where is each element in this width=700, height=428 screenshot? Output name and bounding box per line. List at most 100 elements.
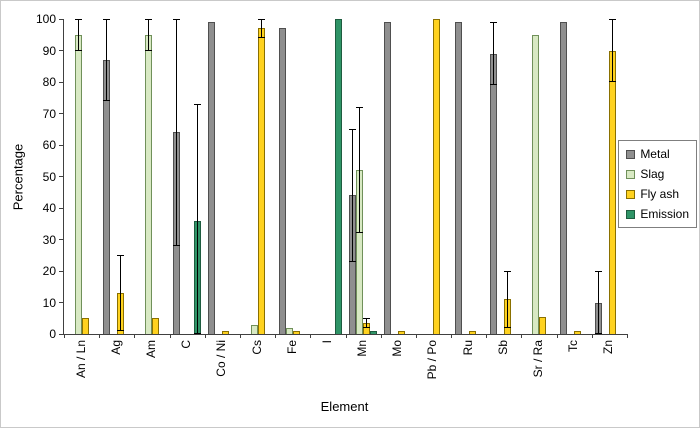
bar-slot xyxy=(321,19,328,334)
bar-slot xyxy=(595,19,603,334)
x-tick-cell: Pb / Po xyxy=(415,340,450,379)
bar-metal xyxy=(102,59,110,334)
x-tick-label: I xyxy=(319,340,334,344)
x-tick-labels: An / Ln Ag Am C Co / Ni Cs Fe I Mn Mo Pb / Po Ru Sb S… xyxy=(63,340,626,379)
bar-slot xyxy=(503,19,511,334)
bar-group xyxy=(416,19,451,334)
y-tick-label: 40 xyxy=(42,201,56,215)
error-bar xyxy=(356,107,364,234)
bar-group xyxy=(170,19,205,334)
bar-fly-ash xyxy=(539,316,547,334)
bar-group xyxy=(486,19,521,334)
error-bar-line xyxy=(492,22,494,86)
x-tick xyxy=(591,334,593,338)
error-bar-cap xyxy=(257,36,265,38)
legend-item: Emission xyxy=(626,207,689,221)
bar-slag xyxy=(285,327,293,334)
y-tick xyxy=(59,18,63,20)
error-bar-line xyxy=(119,255,121,331)
bar-slag xyxy=(144,34,152,334)
bar-slot xyxy=(300,19,307,334)
x-tick-label: Zn xyxy=(601,340,616,355)
bar-slot xyxy=(539,19,547,334)
bar-fly-ash xyxy=(222,330,230,334)
x-tick xyxy=(486,334,488,338)
error-bar-line xyxy=(359,107,361,234)
fly-ash-swatch xyxy=(626,189,636,199)
y-tick xyxy=(59,333,63,335)
error-bar-line xyxy=(598,271,600,334)
y-tick xyxy=(59,176,63,177)
bar-group xyxy=(205,19,240,334)
error-bar xyxy=(74,19,82,51)
x-tick xyxy=(169,334,171,338)
bar-slot xyxy=(222,19,230,334)
bar-slot xyxy=(334,19,342,334)
y-tick xyxy=(59,207,63,209)
bar-slot xyxy=(511,19,518,334)
x-tick-label: Co / Ni xyxy=(214,340,229,377)
bar-slot xyxy=(419,19,426,334)
error-bar xyxy=(503,271,511,328)
x-tick-cell: Mo xyxy=(380,340,415,357)
plot-groups xyxy=(64,19,627,334)
y-tick xyxy=(59,81,63,83)
x-tick xyxy=(521,334,523,338)
error-bar-cap xyxy=(349,260,357,262)
x-tick-label: Ag xyxy=(108,340,123,355)
x-tick-cell: Cs xyxy=(239,340,274,355)
x-tick-cell: An / Ln xyxy=(63,340,98,378)
bar-slot xyxy=(356,19,364,334)
bar-slot xyxy=(244,19,251,334)
y-tick-label: 10 xyxy=(42,295,56,310)
bar-slot xyxy=(265,19,272,334)
error-bar-cap xyxy=(363,326,371,328)
x-tick-cell: Mn xyxy=(345,340,380,357)
bar-slot xyxy=(398,19,406,334)
bar-slot xyxy=(208,19,216,334)
bar-slot xyxy=(194,19,202,334)
bar-slag xyxy=(74,34,82,334)
bar-slot xyxy=(68,19,75,334)
bar-slot xyxy=(180,19,187,334)
y-tick xyxy=(59,302,63,303)
error-bar xyxy=(257,19,265,38)
x-tick-label: C xyxy=(179,340,194,349)
bar-group xyxy=(557,19,592,334)
legend-item: Metal xyxy=(626,147,689,161)
x-tick-cell: Sr / Ra xyxy=(520,340,555,377)
error-bar xyxy=(349,129,357,262)
bar-fly-ash xyxy=(257,28,265,334)
bar-slot xyxy=(102,19,110,334)
bar-slot xyxy=(581,19,588,334)
y-tick xyxy=(59,144,63,146)
metal-swatch xyxy=(626,149,636,159)
bar-fly-ash xyxy=(292,330,300,334)
x-tick xyxy=(451,334,453,338)
bar-group xyxy=(521,19,556,334)
legend-item: Fly ash xyxy=(626,187,689,201)
error-bar-cap xyxy=(144,49,152,51)
bar-slot xyxy=(489,19,497,334)
bar-slot xyxy=(497,19,504,334)
bar-slot xyxy=(574,19,582,334)
bar-slot xyxy=(454,19,462,334)
error-bar-line xyxy=(352,129,354,262)
bar-slot xyxy=(433,19,441,334)
x-tick xyxy=(239,334,241,338)
y-tick-label: 60 xyxy=(42,138,56,152)
x-tick-label: Sr / Ra xyxy=(531,340,546,378)
bar-slot xyxy=(81,19,89,334)
bar-slot xyxy=(314,19,321,334)
legend-label: Metal xyxy=(640,147,670,161)
error-bar xyxy=(595,271,603,334)
bar-slot xyxy=(525,19,532,334)
y-tick-label: 30 xyxy=(42,232,56,247)
bar-metal xyxy=(384,22,392,334)
error-bar-cap xyxy=(102,99,110,101)
emission-swatch xyxy=(626,209,636,219)
error-bar-line xyxy=(147,19,149,51)
legend-label: Fly ash xyxy=(640,187,679,201)
x-tick xyxy=(204,334,206,338)
bar-emission xyxy=(334,19,342,334)
